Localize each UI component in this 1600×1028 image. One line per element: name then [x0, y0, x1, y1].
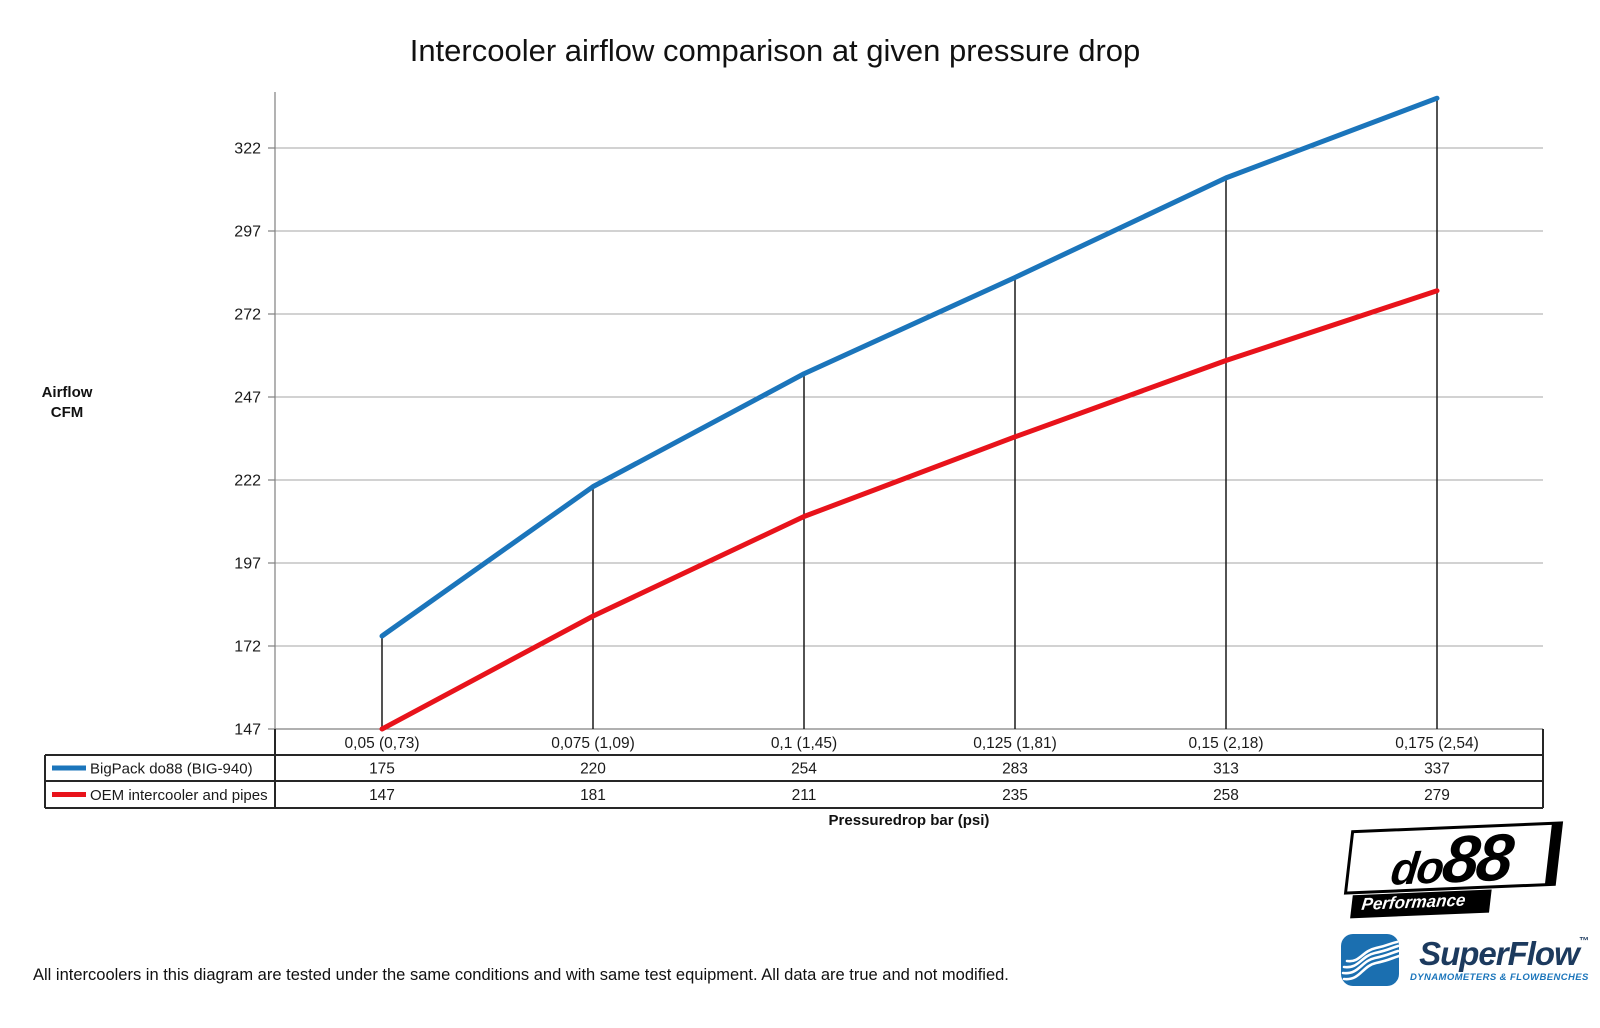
- table-value: 254: [791, 761, 817, 778]
- y-tick-label: 297: [234, 224, 261, 241]
- series-line-1: [379, 288, 1440, 732]
- x-category-label: 0,1 (1,45): [771, 735, 837, 752]
- table-value: 175: [369, 761, 395, 778]
- trademark-symbol: ™: [1578, 936, 1589, 947]
- y-axis-label: Airflow CFM: [24, 383, 110, 423]
- superflow-logo-text-block: SuperFlow™ DYNAMOMETERS & FLOWBENCHES: [1410, 935, 1589, 984]
- superflow-logo: SuperFlow™ DYNAMOMETERS & FLOWBENCHES: [1340, 932, 1589, 988]
- table-value: 279: [1424, 787, 1450, 804]
- table-value: 181: [580, 787, 606, 804]
- y-axis-label-line1: Airflow: [41, 384, 93, 401]
- superflow-logo-tagline: DYNAMOMETERS & FLOWBENCHES: [1410, 972, 1589, 983]
- x-category-label: 0,15 (2,18): [1189, 735, 1264, 752]
- do88-logo-text-88: 88: [1438, 819, 1515, 897]
- chart-title: Intercooler airflow comparison at given …: [409, 33, 1141, 68]
- series-line-0: [379, 95, 1440, 639]
- table-value: 313: [1213, 761, 1239, 778]
- do88-logo-text-do: do: [1388, 841, 1446, 895]
- x-category-label: 0,125 (1,81): [973, 735, 1057, 752]
- y-tick-label: 197: [234, 556, 261, 573]
- y-axis-label-line2: CFM: [50, 404, 84, 421]
- y-tick-label: 172: [234, 639, 261, 656]
- table-value: 235: [1002, 787, 1028, 804]
- x-category-label: 0,075 (1,09): [551, 735, 635, 752]
- table-value: 220: [580, 761, 606, 778]
- legend-label: OEM intercooler and pipes: [90, 787, 268, 804]
- y-tick-label: 272: [234, 307, 261, 324]
- table-value: 147: [369, 787, 395, 804]
- y-tick-label: 147: [234, 722, 261, 739]
- x-axis-label: Pressuredrop bar (psi): [828, 812, 990, 829]
- y-tick-label: 222: [234, 473, 261, 490]
- disclaimer-text: All intercoolers in this diagram are tes…: [33, 966, 1009, 984]
- table-value: 211: [792, 787, 817, 804]
- y-tick-label: 247: [234, 390, 261, 407]
- table-value: 283: [1002, 761, 1028, 778]
- do88-logo-frame: do88: [1343, 819, 1564, 897]
- superflow-logo-name: SuperFlow™: [1419, 935, 1589, 972]
- legend-label: BigPack do88 (BIG-940): [90, 761, 253, 778]
- y-tick-label: 322: [234, 141, 261, 158]
- do88-logo-text: do88: [1388, 819, 1514, 896]
- superflow-waves-icon: [1341, 934, 1401, 986]
- x-category-label: 0,05 (0,73): [345, 735, 420, 752]
- do88-logo: do88 Performance: [1343, 819, 1564, 919]
- x-category-label: 0,175 (2,54): [1395, 735, 1479, 752]
- table-value: 337: [1424, 761, 1450, 778]
- table-value: 258: [1213, 787, 1239, 804]
